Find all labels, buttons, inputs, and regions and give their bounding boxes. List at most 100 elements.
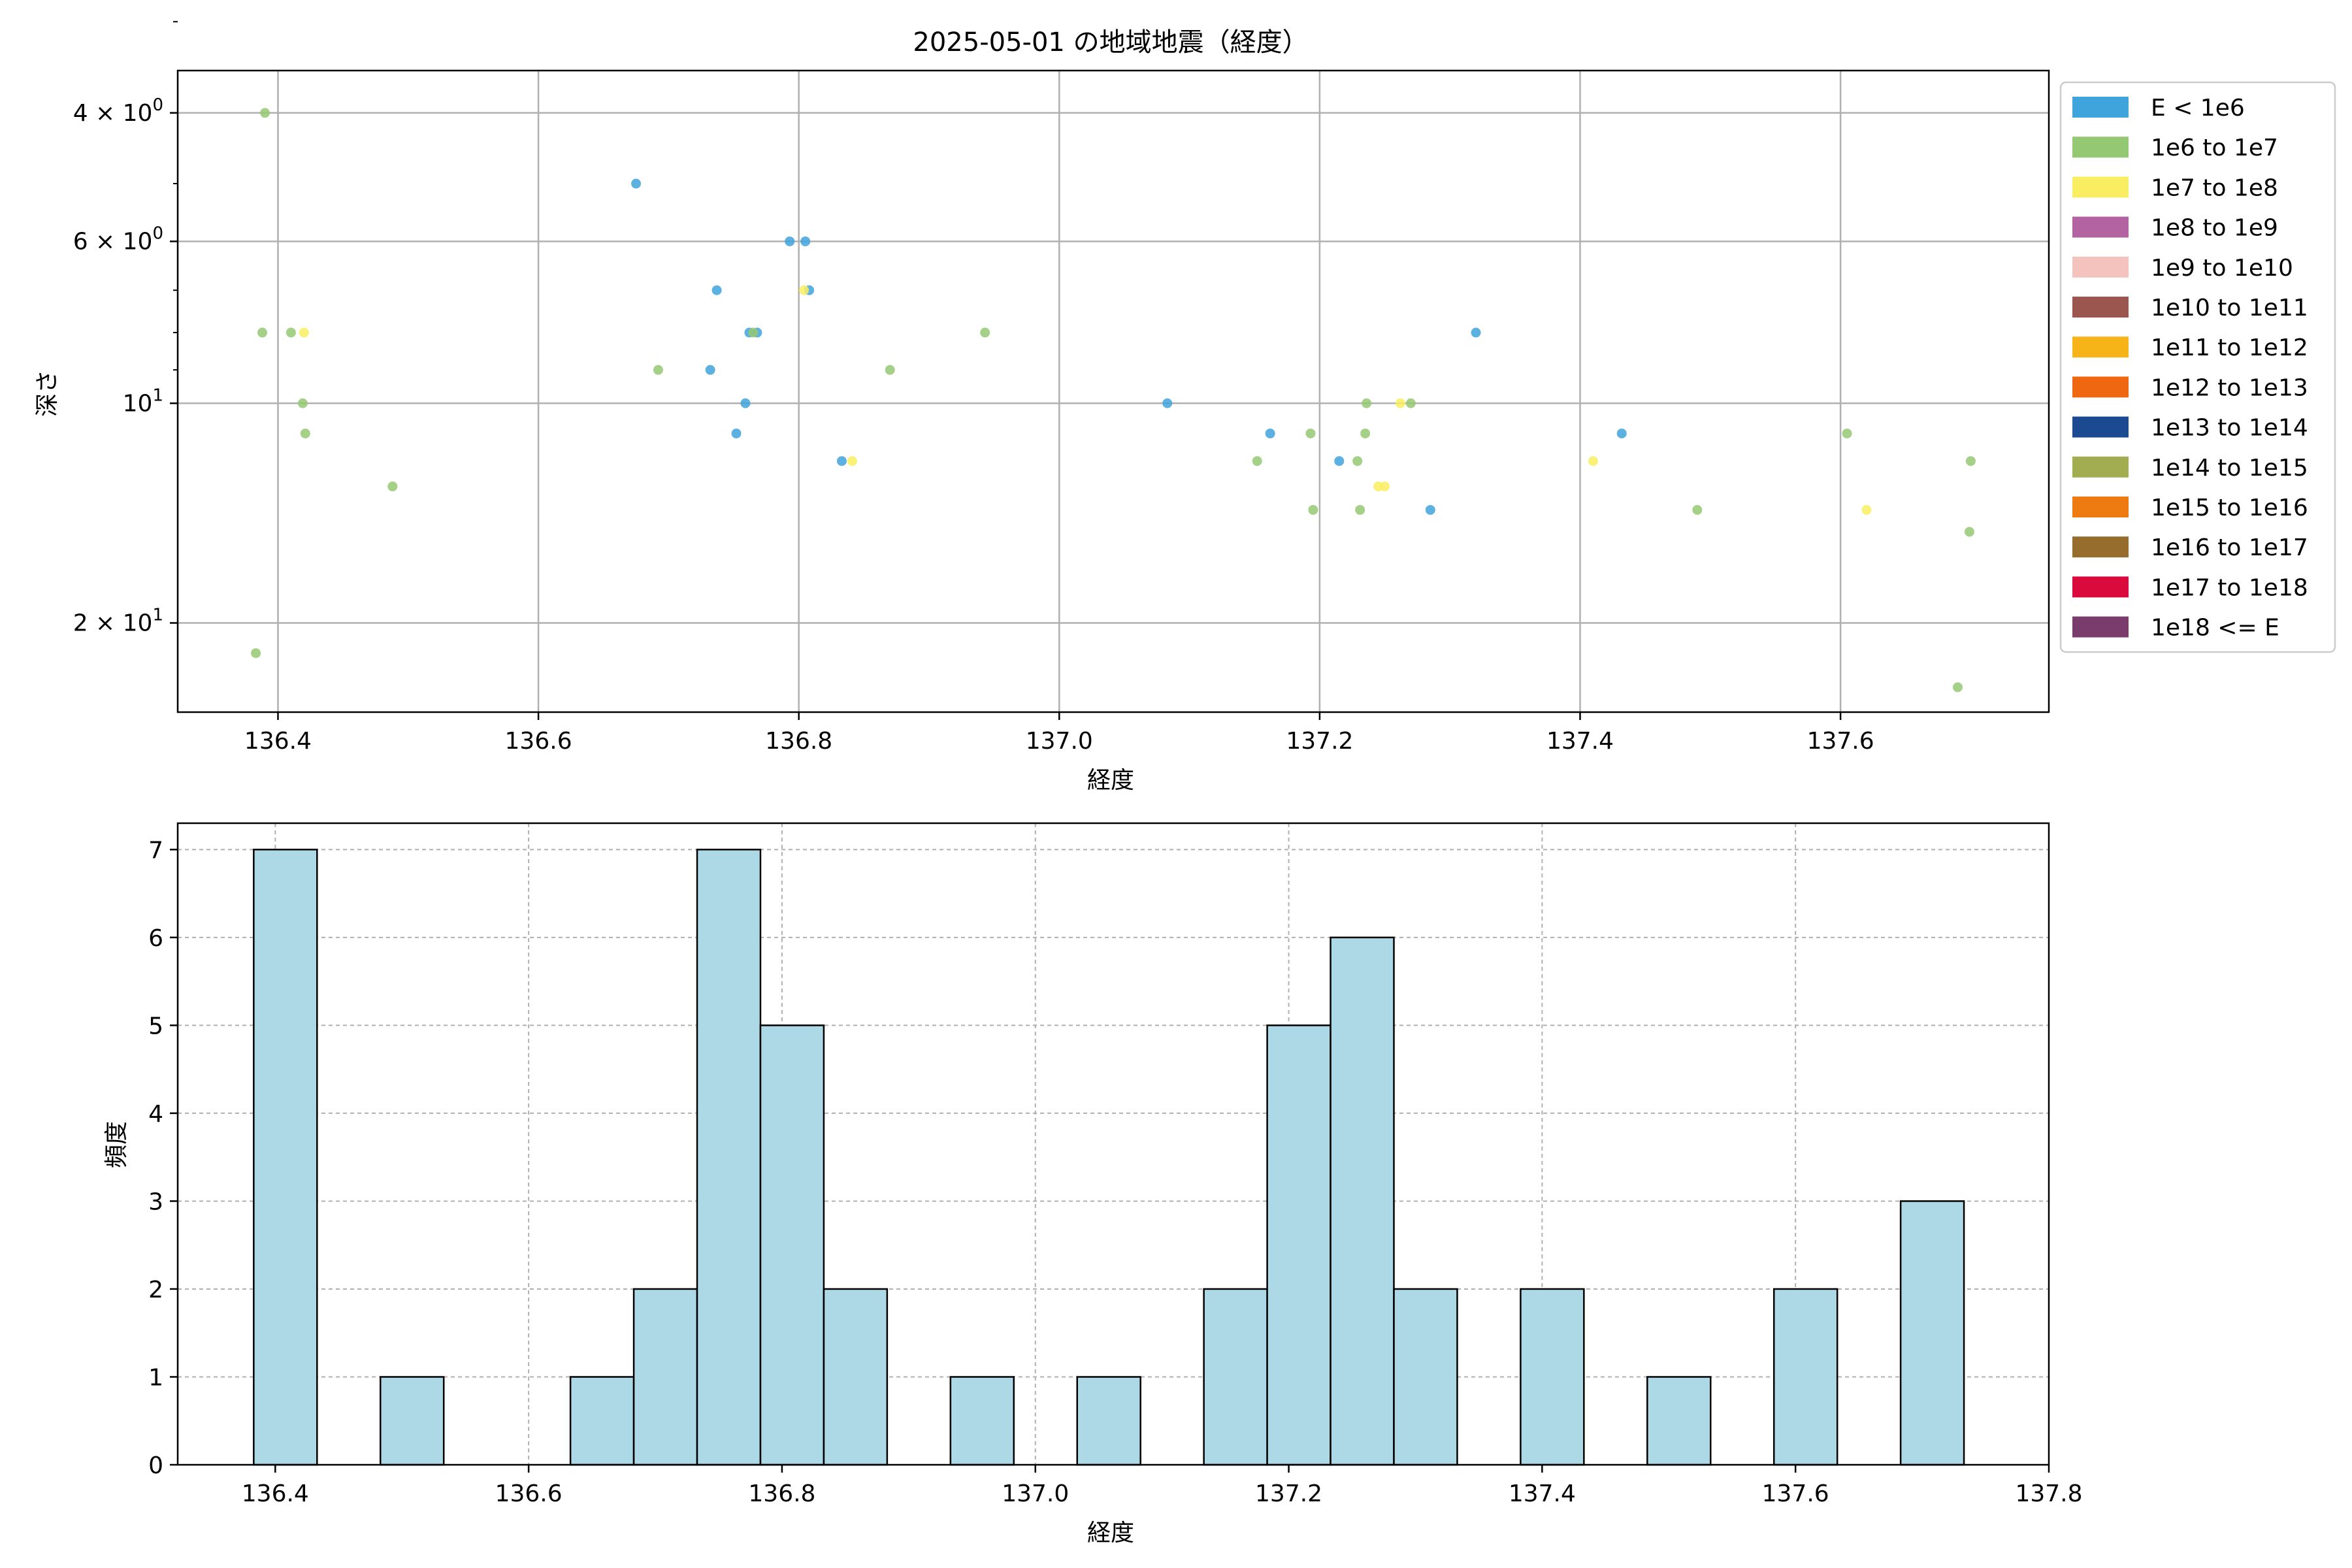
scatter-gridlines: [178, 71, 2049, 712]
histogram-bar: [1520, 1288, 1585, 1466]
scatter-point: [1965, 456, 1976, 466]
scatter-point: [1355, 504, 1365, 515]
histogram-chart: 136.4 136.6 136.8 137.0 137.2 137.4 137.6 137.8…: [103, 822, 2083, 1546]
scatter-y-tick-label: 2 × 101: [73, 605, 163, 636]
scatter-point: [799, 285, 809, 295]
histogram-x-tick-label: 136.8: [748, 1480, 815, 1507]
histogram-bar: [1203, 1288, 1268, 1466]
histogram-bar: [1266, 1024, 1331, 1466]
histogram-x-tick-label: 137.4: [1509, 1480, 1576, 1507]
scatter-point: [257, 327, 268, 338]
legend-swatch: [2072, 616, 2129, 638]
scatter-point: [1842, 428, 1852, 438]
scatter-x-axis-label: 経度: [1087, 767, 1134, 794]
histogram-y-tick-label: 7: [148, 837, 163, 864]
scatter-point: [740, 398, 751, 408]
histogram-bar: [253, 849, 318, 1466]
scatter-x-tick-label: 136.4: [244, 728, 312, 755]
histogram-x-tick-label: 137.0: [1002, 1480, 1069, 1507]
histogram-bar: [1772, 1288, 1838, 1466]
histogram-x-tick-label: 137.2: [1255, 1480, 1322, 1507]
scatter-point: [1471, 327, 1481, 338]
scatter-point: [1405, 398, 1416, 408]
legend-swatch: [2072, 216, 2129, 238]
scatter-point: [1252, 456, 1262, 466]
histogram-bar: [823, 1288, 889, 1466]
scatter-point: [299, 327, 309, 338]
histogram-y-tick-label: 0: [148, 1452, 163, 1479]
scatter-point: [300, 428, 310, 438]
scatter-point: [1352, 456, 1363, 466]
scatter-point: [251, 648, 261, 659]
histogram-y-tick-label: 4: [148, 1101, 163, 1128]
scatter-y-tick-label: 4 × 100: [73, 95, 163, 127]
histogram-bar: [380, 1376, 445, 1466]
legend-frame: [2059, 81, 2336, 653]
scatter-point: [1395, 398, 1405, 408]
histogram-x-axis-label: 経度: [1087, 1520, 1134, 1546]
histogram-y-tick-label: 1: [148, 1364, 163, 1391]
scatter-point: [836, 456, 847, 466]
histogram-bar: [696, 849, 762, 1466]
scatter-points: [251, 108, 1976, 693]
scatter-point: [885, 365, 895, 375]
scatter-point: [711, 285, 722, 295]
histogram-bar: [1330, 936, 1395, 1466]
legend-label: 1e6 to 1e7: [2151, 135, 2278, 161]
histogram-bar: [949, 1376, 1015, 1466]
scatter-point: [1162, 398, 1173, 408]
scatter-point: [260, 108, 270, 118]
scatter-y-axis-label: 深さ: [34, 370, 61, 417]
histogram-y-tick-label: 3: [148, 1188, 163, 1215]
scatter-x-tick-label: 136.8: [765, 728, 832, 755]
scatter-y-axis-ticks: 4 × 100 6 × 100 101 2 × 101: [73, 21, 178, 636]
legend-label: 1e11 to 1e12: [2151, 335, 2308, 361]
scatter-point: [785, 236, 795, 246]
scatter-point: [387, 482, 398, 492]
scatter-x-tick-label: 137.0: [1026, 728, 1093, 755]
scatter-point: [1308, 504, 1318, 515]
histogram-bar: [1646, 1376, 1712, 1466]
legend-swatch: [2072, 576, 2129, 598]
scatter-point: [1334, 456, 1345, 466]
histogram-bar: [1393, 1288, 1458, 1466]
scatter-x-tick-label: 137.2: [1286, 728, 1353, 755]
histogram-bar: [759, 1024, 825, 1466]
histogram-y-tick-label: 6: [148, 925, 163, 952]
scatter-point: [705, 365, 715, 375]
histogram-bar: [1076, 1376, 1141, 1466]
scatter-point: [731, 428, 742, 438]
scatter-point: [653, 365, 663, 375]
scatter-point: [1616, 428, 1627, 438]
scatter-x-tick-label: 136.6: [505, 728, 572, 755]
legend-swatch: [2072, 137, 2129, 158]
histogram-bar: [569, 1376, 635, 1466]
scatter-point: [1362, 398, 1372, 408]
legend-swatch: [2072, 376, 2129, 398]
histogram-bar: [1899, 1200, 1965, 1466]
scatter-plot-frame: [176, 69, 2050, 713]
histogram-x-axis-ticks: 136.4 136.6 136.8 137.0 137.2 137.4 137.6 137.8: [242, 1465, 2083, 1507]
scatter-y-tick-label: 6 × 100: [73, 223, 163, 255]
legend-swatch: [2072, 97, 2129, 118]
scatter-point: [286, 327, 296, 338]
histogram-bars: [253, 849, 1965, 1466]
legend-label: 1e15 to 1e16: [2151, 495, 2308, 521]
scatter-point: [1380, 482, 1390, 492]
scatter-point: [1305, 428, 1316, 438]
histogram-plot-frame: [176, 822, 2050, 1466]
scatter-point: [1952, 682, 1963, 693]
legend-label: 1e18 <= E: [2151, 615, 2279, 642]
legend-swatch: [2072, 456, 2129, 478]
scatter-point: [1425, 504, 1435, 515]
histogram-x-tick-label: 137.8: [2015, 1480, 2082, 1507]
legend-label: 1e7 to 1e8: [2151, 174, 2278, 201]
legend: E < 1e6 1e6 to 1e7 1e7 to 1e8 1e8 to 1e9 1e9…: [2059, 81, 2336, 653]
legend-swatch: [2072, 497, 2129, 517]
scatter-point: [1588, 456, 1598, 466]
legend-swatch: [2072, 297, 2129, 318]
scatter-point: [748, 327, 759, 338]
legend-swatch: [2072, 256, 2129, 278]
scatter-point: [980, 327, 990, 338]
